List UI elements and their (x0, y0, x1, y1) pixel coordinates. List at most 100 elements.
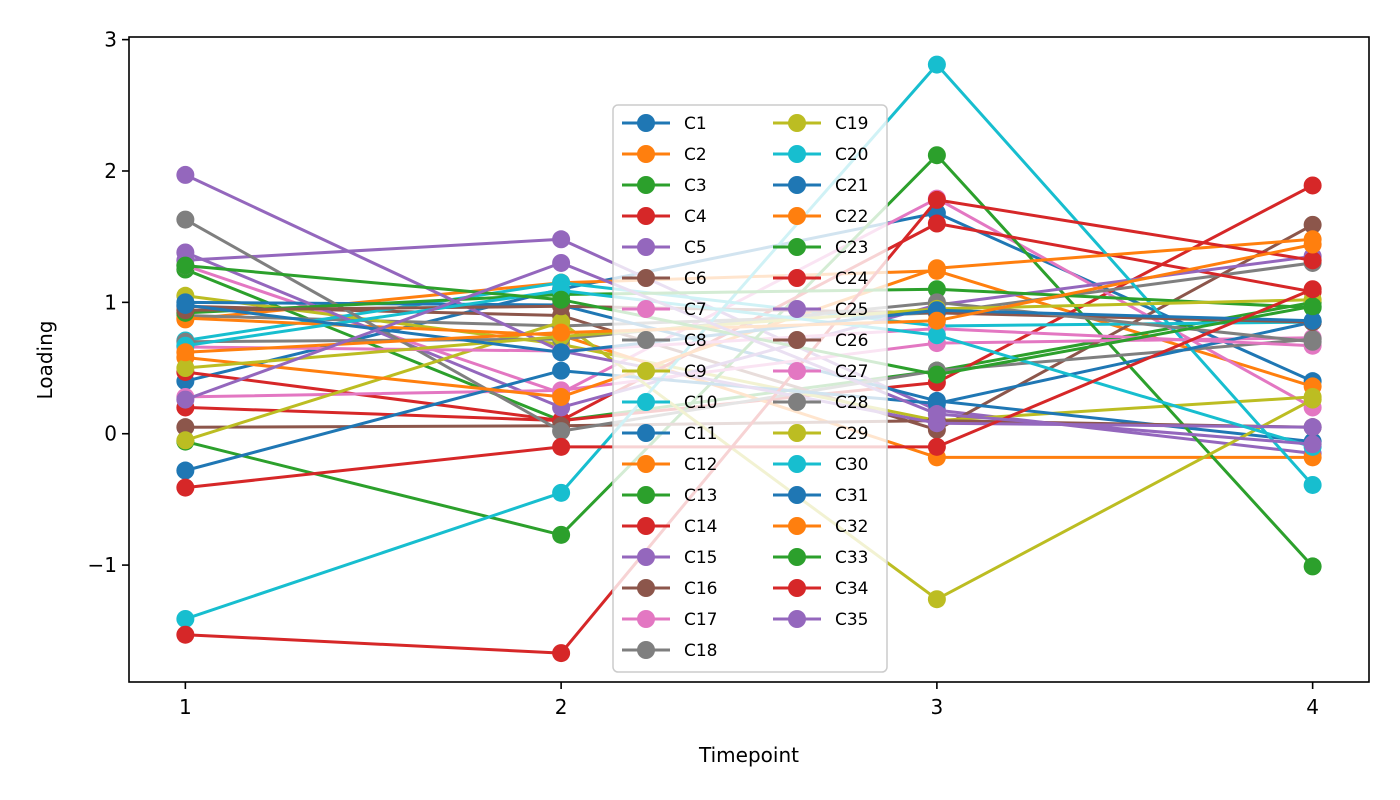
legend-marker (788, 238, 806, 256)
legend-marker (637, 300, 655, 318)
legend-marker (637, 486, 655, 504)
legend-label: C31 (835, 486, 869, 506)
legend-item-c17: C17 (622, 610, 718, 630)
x-axis-label: Timepoint (698, 743, 799, 767)
y-tick-label: −1 (88, 553, 117, 577)
legend-marker (637, 393, 655, 411)
legend-marker (788, 579, 806, 597)
data-point (552, 483, 571, 502)
legend-item-c5: C5 (622, 238, 707, 258)
legend-label: C2 (684, 145, 707, 165)
data-point (1303, 475, 1322, 494)
legend-item-c34: C34 (773, 579, 869, 599)
legend-marker (637, 455, 655, 473)
legend-marker (637, 114, 655, 132)
legend-marker (637, 269, 655, 287)
legend-item-c24: C24 (773, 269, 869, 289)
legend-item-c18: C18 (622, 641, 718, 661)
data-point (552, 525, 571, 544)
data-point (927, 326, 946, 345)
data-point (1303, 297, 1322, 316)
legend-label: C17 (684, 610, 718, 630)
legend-item-c25: C25 (773, 300, 869, 320)
legend-label: C28 (835, 393, 869, 413)
data-point (176, 165, 195, 184)
legend-item-c33: C33 (773, 548, 869, 568)
x-tick-label: 4 (1306, 695, 1319, 719)
legend-marker (637, 641, 655, 659)
legend-marker (788, 269, 806, 287)
data-point (927, 55, 946, 74)
legend-label: C19 (835, 114, 869, 134)
legend-label: C24 (835, 269, 869, 289)
legend-item-c9: C9 (622, 362, 707, 382)
legend-item-c31: C31 (773, 486, 869, 506)
legend-marker (788, 114, 806, 132)
data-point (176, 295, 195, 314)
x-tick-label: 2 (555, 695, 568, 719)
legend-label: C18 (684, 641, 718, 661)
legend-label: C7 (684, 300, 707, 320)
legend-item-c28: C28 (773, 393, 869, 413)
legend-item-c13: C13 (622, 486, 718, 506)
legend-label: C22 (835, 207, 869, 227)
x-tick-label: 1 (179, 695, 192, 719)
legend-label: C1 (684, 114, 707, 134)
legend-marker (788, 176, 806, 194)
legend-item-c27: C27 (773, 362, 869, 382)
legend-marker (637, 238, 655, 256)
data-point (1303, 418, 1322, 437)
data-point (176, 390, 195, 409)
legend-label: C29 (835, 424, 869, 444)
legend-item-c4: C4 (622, 207, 707, 227)
legend-marker (637, 331, 655, 349)
legend-label: C27 (835, 362, 869, 382)
legend-marker (637, 610, 655, 628)
legend-label: C26 (835, 331, 869, 351)
legend-marker (788, 331, 806, 349)
data-point (1303, 435, 1322, 454)
legend-marker (788, 207, 806, 225)
legend-marker (788, 362, 806, 380)
legend-item-c15: C15 (622, 548, 718, 568)
legend-item-c14: C14 (622, 517, 718, 537)
data-point (1303, 176, 1322, 195)
data-point (927, 365, 946, 384)
data-point (552, 422, 571, 441)
data-point (176, 418, 195, 437)
data-point (176, 210, 195, 229)
data-point (927, 405, 946, 424)
legend-marker (637, 517, 655, 535)
data-point (176, 609, 195, 628)
legend-label: C20 (835, 145, 869, 165)
y-tick-label: 0 (104, 422, 117, 446)
legend-marker (637, 176, 655, 194)
legend-marker (637, 362, 655, 380)
legend-label: C8 (684, 331, 707, 351)
legend-item-c20: C20 (773, 145, 869, 165)
legend-label: C12 (684, 455, 718, 475)
legend-item-c16: C16 (622, 579, 718, 599)
legend-marker (637, 145, 655, 163)
legend-item-c21: C21 (773, 176, 869, 196)
legend-item-c12: C12 (622, 455, 718, 475)
legend-item-c1: C1 (622, 114, 707, 134)
data-point (927, 590, 946, 609)
legend-marker (788, 610, 806, 628)
legend-item-c11: C11 (622, 424, 718, 444)
data-point (1303, 215, 1322, 234)
data-point (552, 230, 571, 249)
legend-marker (637, 207, 655, 225)
data-point (176, 461, 195, 480)
legend-item-c23: C23 (773, 238, 869, 258)
data-point (927, 311, 946, 330)
data-point (552, 253, 571, 272)
data-point (1303, 235, 1322, 254)
legend-marker (637, 579, 655, 597)
data-point (1303, 332, 1322, 351)
legend-label: C10 (684, 393, 718, 413)
plot-frame (128, 36, 1370, 683)
legend-item-c6: C6 (622, 269, 707, 289)
data-point (176, 625, 195, 644)
y-axis: −1 0 1 2 3 (88, 28, 129, 577)
